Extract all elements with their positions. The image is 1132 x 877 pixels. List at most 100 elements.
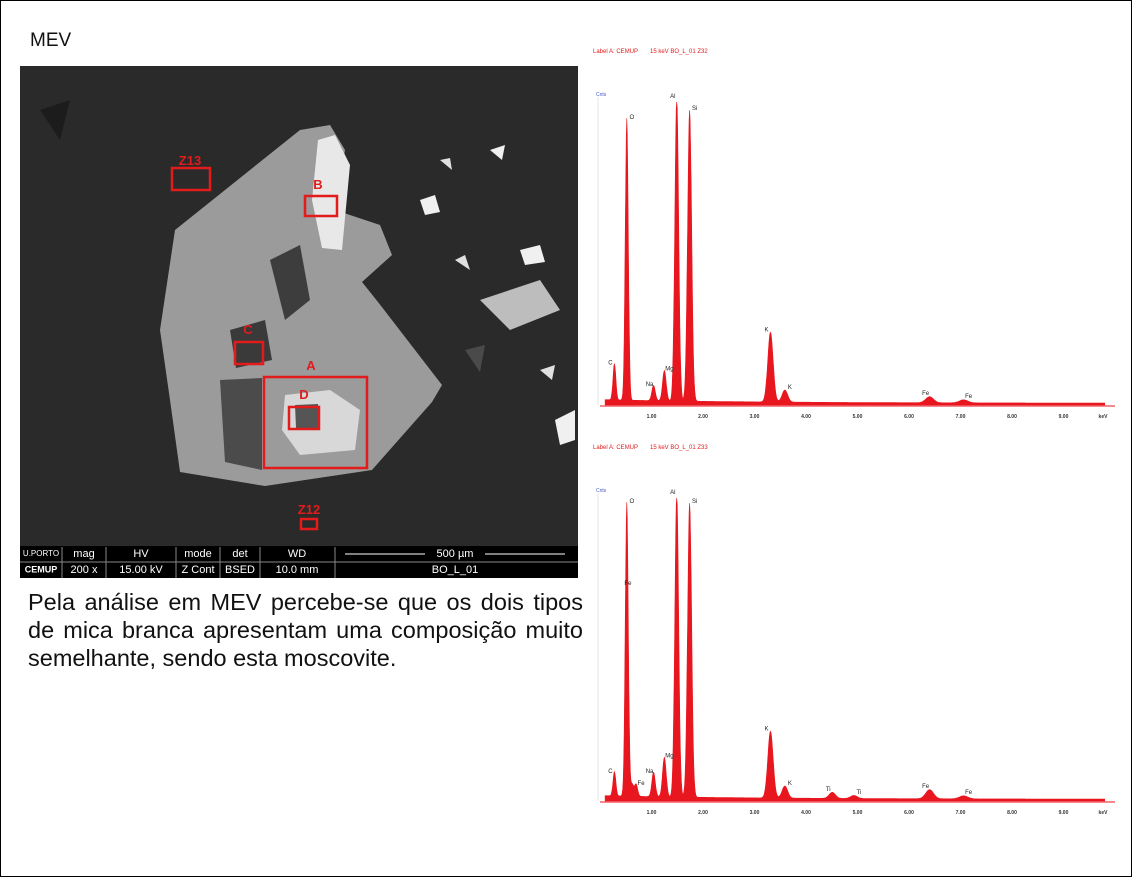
slide-text: Pela análise em MEV percebe-se que os do… [28, 589, 583, 671]
peak-label: Fe [965, 394, 973, 400]
sem-speckle [440, 158, 452, 170]
databar-value: 10.0 mm [276, 564, 319, 576]
peak-label: Al [670, 490, 675, 496]
zone-label: Z12 [298, 502, 320, 517]
sem-speckle [480, 280, 560, 330]
peak-label: Mg [665, 367, 673, 373]
peak-label: Fe [965, 790, 973, 796]
x-tick-label: 6.00 [904, 810, 914, 816]
sem-speckle [420, 195, 440, 215]
x-tick-label: 2.00 [698, 810, 708, 816]
peak-label: C [608, 361, 613, 367]
sem-speckle [555, 410, 575, 445]
peak-label: Ti [857, 790, 862, 796]
zone-label: C [243, 322, 253, 337]
sem-inclusion [220, 378, 262, 470]
spectrum-curve [604, 101, 1105, 406]
zone-box [287, 405, 321, 431]
x-tick-label: 3.00 [750, 810, 760, 816]
spectrum-subheader: 15 keV BO_L_01 Z33 [650, 445, 708, 451]
x-tick-label: 9.00 [1059, 810, 1069, 816]
x-tick-label: 1.00 [647, 810, 657, 816]
sem-inclusion [295, 404, 320, 428]
x-tick-label: 5.00 [853, 810, 863, 816]
databar-value: 15.00 kV [119, 564, 163, 576]
peak-label: Na [646, 382, 654, 388]
peak-label: K [764, 327, 768, 333]
databar-dividers [20, 547, 578, 578]
x-tick-label: 6.00 [904, 414, 914, 420]
sem-grain [465, 345, 485, 372]
x-tick-label: keV [1099, 810, 1109, 816]
zone-label: A [306, 358, 316, 373]
sample-label: BO_L_01 [432, 564, 478, 576]
zone-box [262, 375, 369, 470]
databar-header: mode [184, 548, 212, 560]
databar-header: HV [133, 548, 149, 560]
zone-label: Z13 [179, 153, 201, 168]
peak-label: Mg [665, 754, 673, 760]
peak-label: Fe [922, 784, 930, 790]
peak-label: Na [646, 769, 654, 775]
eds-spectrum: Label A: CEMUP 15 keV BO_L_01 Z32 Cnts C O Na… [593, 49, 1115, 420]
sem-speckle [490, 145, 505, 160]
x-tick-label: 4.00 [801, 414, 811, 420]
spectrum-y-label: Cnts [596, 488, 607, 494]
spectrum-y-label: Cnts [596, 92, 607, 98]
peak-label: Si [692, 106, 697, 112]
databar-logo: U.PORTO [23, 549, 59, 558]
spectrum-curve [604, 497, 1105, 802]
zone-box [303, 194, 339, 218]
sem-bright-phase [312, 135, 350, 250]
peak-label: O [629, 115, 634, 121]
spectrum-header: Label A: CEMUP [593, 445, 638, 451]
databar-logo: CEMUP [25, 564, 58, 574]
x-tick-label: 5.00 [853, 414, 863, 420]
x-tick-label: keV [1099, 414, 1109, 420]
databar-value: 200 x [71, 564, 98, 576]
x-tick-label: 9.00 [1059, 414, 1069, 420]
peak-label: Ti [826, 787, 831, 793]
x-tick-label: 2.00 [698, 414, 708, 420]
peak-label: K [788, 385, 792, 391]
x-tick-label: 8.00 [1007, 810, 1017, 816]
peak-label: Fe [638, 781, 646, 787]
peak-label: O [629, 499, 634, 505]
sem-grain [40, 100, 70, 140]
x-tick-label: 3.00 [750, 414, 760, 420]
databar-header: mag [73, 548, 94, 560]
sem-speckle [455, 255, 470, 270]
zone-box [233, 340, 265, 366]
peak-label: Al [670, 94, 675, 100]
spectrum-subheader: 15 keV BO_L_01 Z32 [650, 49, 708, 55]
zone-boxes [170, 166, 369, 531]
peak-label: K [764, 726, 768, 732]
x-tick-label: 1.00 [647, 414, 657, 420]
eds-spectrum: Label A: CEMUP 15 keV BO_L_01 Z33 Cnts C O Fe… [593, 445, 1115, 816]
sem-inclusion [230, 320, 272, 368]
peak-label: Si [692, 499, 697, 505]
databar-header: WD [288, 548, 306, 560]
peak-label: C [608, 769, 613, 775]
x-tick-label: 8.00 [1007, 414, 1017, 420]
sem-image: Z13 B C A D Z12 U.PORTO CEMUP mag HV mod… [20, 66, 578, 578]
peak-label: Fe [922, 391, 930, 397]
peak-label: Fe [624, 581, 632, 587]
zone-box [299, 517, 319, 531]
scale-label: 500 µm [437, 548, 474, 560]
sem-speckle [520, 245, 545, 265]
sem-inclusion [270, 245, 310, 320]
zone-label: B [313, 177, 322, 192]
spectrum-header: Label A: CEMUP [593, 49, 638, 55]
databar-value: Z Cont [181, 564, 214, 576]
x-tick-label: 4.00 [801, 810, 811, 816]
zone-box [170, 166, 212, 192]
x-tick-label: 7.00 [956, 414, 966, 420]
sem-speckle [540, 365, 555, 380]
zone-label: D [299, 387, 308, 402]
databar-header: det [232, 548, 247, 560]
databar-value: BSED [225, 564, 255, 576]
x-tick-label: 7.00 [956, 810, 966, 816]
